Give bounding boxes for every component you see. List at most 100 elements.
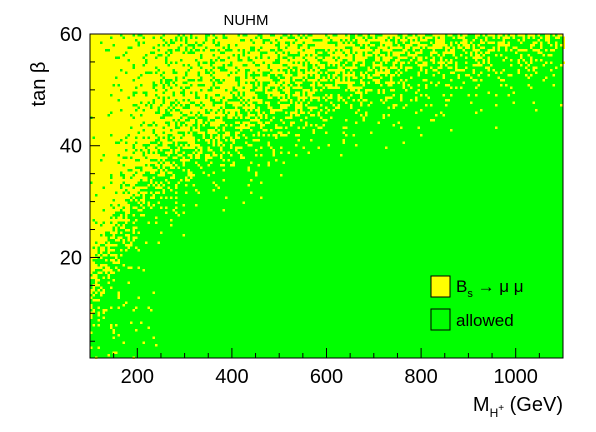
excluded-point: [102, 106, 105, 109]
excluded-point: [122, 61, 125, 64]
excluded-point: [137, 231, 140, 234]
excluded-point: [157, 174, 160, 177]
excluded-point: [235, 41, 238, 44]
excluded-point: [197, 89, 200, 92]
excluded-point: [227, 109, 230, 112]
excluded-point: [252, 119, 255, 122]
excluded-point: [285, 126, 288, 129]
excluded-point: [197, 36, 200, 39]
excluded-point: [212, 109, 215, 112]
excluded-point: [385, 74, 388, 77]
excluded-point: [102, 64, 105, 67]
excluded-point: [180, 71, 183, 74]
excluded-point: [447, 46, 450, 49]
excluded-point: [97, 76, 100, 79]
excluded-point: [295, 111, 298, 114]
excluded-point: [462, 36, 465, 39]
excluded-point: [232, 49, 235, 52]
excluded-point: [172, 54, 175, 57]
excluded-point: [260, 69, 263, 72]
excluded-point: [135, 181, 138, 184]
excluded-point: [145, 49, 148, 52]
excluded-point: [137, 189, 140, 192]
excluded-point: [120, 134, 123, 137]
excluded-point: [135, 94, 138, 97]
excluded-point: [122, 49, 125, 52]
excluded-point: [222, 144, 225, 147]
excluded-point: [125, 44, 128, 47]
excluded-point: [175, 151, 178, 154]
excluded-point: [260, 84, 263, 87]
excluded-point: [195, 101, 198, 104]
excluded-point: [220, 164, 223, 167]
excluded-point: [280, 86, 283, 89]
excluded-point: [472, 64, 475, 67]
excluded-point: [105, 66, 108, 69]
excluded-point: [267, 141, 270, 144]
excluded-point: [192, 146, 195, 149]
excluded-point: [285, 99, 288, 102]
excluded-point: [165, 101, 168, 104]
excluded-point: [275, 159, 278, 162]
excluded-point: [157, 241, 160, 244]
excluded-point: [465, 44, 468, 47]
excluded-point: [275, 89, 278, 92]
excluded-point: [102, 189, 105, 192]
excluded-point: [325, 46, 328, 49]
excluded-point: [90, 216, 93, 219]
excluded-point: [135, 134, 138, 137]
excluded-point: [185, 56, 188, 59]
excluded-point: [292, 111, 295, 114]
excluded-point: [347, 49, 350, 52]
excluded-point: [205, 79, 208, 82]
excluded-point: [170, 89, 173, 92]
excluded-point: [122, 39, 125, 42]
excluded-point: [302, 74, 305, 77]
excluded-point: [375, 71, 378, 74]
excluded-point: [142, 79, 145, 82]
excluded-point: [137, 146, 140, 149]
excluded-point: [167, 161, 170, 164]
excluded-point: [132, 114, 135, 117]
excluded-point: [97, 56, 100, 59]
excluded-point: [130, 71, 133, 74]
excluded-point: [207, 119, 210, 122]
excluded-point: [125, 209, 128, 212]
excluded-point: [192, 126, 195, 129]
excluded-point: [262, 134, 265, 137]
excluded-point: [155, 49, 158, 52]
excluded-point: [185, 96, 188, 99]
excluded-point: [260, 146, 263, 149]
excluded-point: [292, 44, 295, 47]
excluded-point: [167, 71, 170, 74]
excluded-point: [97, 79, 100, 82]
excluded-point: [92, 289, 95, 292]
excluded-point: [182, 69, 185, 72]
excluded-point: [475, 64, 478, 67]
excluded-point: [380, 44, 383, 47]
excluded-point: [127, 66, 130, 69]
excluded-point: [240, 79, 243, 82]
excluded-point: [347, 34, 350, 37]
excluded-point: [505, 84, 508, 87]
excluded-point: [232, 74, 235, 77]
excluded-point: [95, 51, 98, 54]
excluded-point: [95, 279, 98, 282]
excluded-point: [330, 61, 333, 64]
excluded-point: [257, 39, 260, 42]
excluded-point: [255, 54, 258, 57]
excluded-point: [112, 171, 115, 174]
excluded-point: [185, 191, 188, 194]
excluded-point: [140, 159, 143, 162]
excluded-point: [120, 141, 123, 144]
excluded-point: [105, 126, 108, 129]
excluded-point: [290, 99, 293, 102]
excluded-point: [202, 56, 205, 59]
excluded-point: [235, 59, 238, 62]
excluded-point: [165, 106, 168, 109]
excluded-point: [95, 94, 98, 97]
excluded-point: [482, 59, 485, 62]
excluded-point: [182, 49, 185, 52]
excluded-point: [152, 64, 155, 67]
excluded-point: [202, 39, 205, 42]
